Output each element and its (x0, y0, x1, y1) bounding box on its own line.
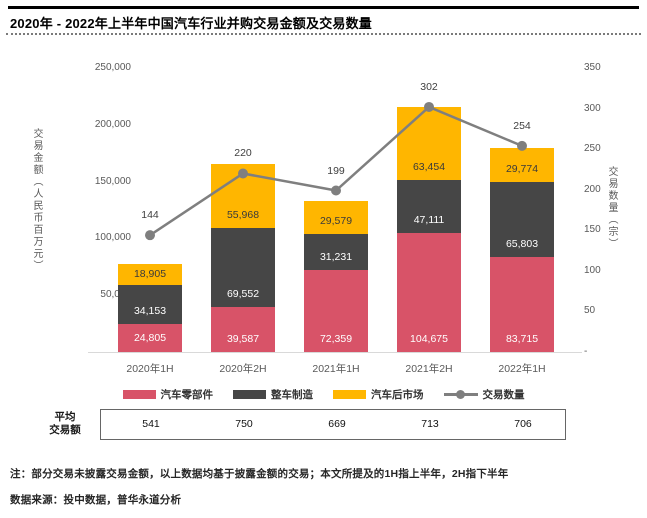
footnote-source: 数据来源：投中数据，普华永道分析 (10, 494, 182, 506)
bar-segment (118, 323, 182, 352)
bar-segment (211, 307, 275, 352)
bar-value-label: 83,715 (505, 333, 539, 345)
legend-label: 汽车零部件 (160, 389, 214, 401)
deal-count-value-label: 199 (327, 164, 345, 177)
y-axis-title-left: 交易金额（人民币百万元） (31, 128, 42, 272)
bar-value-label: 29,579 (319, 215, 353, 228)
footnote-disclosure: 注：部分交易未披露交易金额，以上数据均基于披露金额的交易；本文所提及的1H指上半… (10, 468, 509, 480)
avg-deal-size-value: 713 (421, 418, 439, 430)
bar-value-label: 65,803 (505, 237, 539, 250)
bar-value-label: 24,805 (133, 331, 167, 344)
title-divider (6, 33, 641, 35)
bar-value-label: 69,552 (226, 288, 260, 301)
bar-value-label: 104,675 (410, 333, 448, 345)
legend-swatch (233, 390, 266, 399)
avg-deal-size-label: 平均 交易额 (49, 411, 81, 436)
bar-value-label: 18,905 (133, 268, 167, 281)
avg-deal-size-value: 541 (142, 418, 160, 430)
legend-item: 汽车后市场 (333, 387, 424, 402)
bar-value-label: 29,774 (505, 163, 539, 176)
y-axis-tick-left: 200,000 (94, 118, 131, 130)
bar-value-label: 72,359 (319, 333, 353, 345)
legend-line-dot (455, 390, 465, 399)
chart-legend: 汽车零部件 整车制造 汽车后市场 交易数量 (0, 387, 647, 402)
legend-label: 汽车后市场 (371, 389, 424, 401)
top-rule (8, 6, 639, 9)
x-axis-label: 2020年2H (219, 363, 267, 375)
x-axis-label: 2022年1H (498, 363, 546, 375)
y-axis-tick-left: 50,000 (100, 289, 131, 301)
deal-count-point (145, 230, 155, 241)
avg-deal-size-table: 541 750 669 713 706 (100, 409, 566, 440)
y-axis-tick-left: 250,000 (94, 62, 131, 73)
legend-swatch (122, 390, 156, 399)
avg-deal-size-value: 706 (514, 418, 532, 430)
footnotes: 注：部分交易未披露交易金额，以上数据均基于披露金额的交易；本文所提及的1H指上半… (10, 466, 639, 518)
legend-item: 整车制造 (233, 387, 313, 402)
deal-count-point (331, 185, 341, 196)
deal-count-value-label: 144 (141, 209, 159, 222)
y-axis-title-right: 交易数量（宗） (606, 166, 617, 250)
page-title: 2020年 - 2022年上半年中国汽车行业并购交易金额及交易数量 (10, 16, 372, 31)
y-axis-tick-right: 350 (584, 62, 601, 73)
bar-segment (304, 234, 368, 270)
y-axis-tick-left: 100,000 (94, 232, 131, 244)
x-axis-label: 2020年1H (126, 363, 174, 375)
bar-segment (304, 269, 368, 352)
x-axis-line (88, 352, 582, 353)
avg-deal-size-value: 669 (328, 418, 346, 430)
bar-value-label: 34,153 (133, 304, 167, 317)
bar-segment (211, 228, 275, 308)
legend-label: 交易数量 (482, 389, 525, 401)
deal-count-value-label: 302 (420, 80, 438, 93)
bar-segment (118, 285, 182, 324)
x-axis-label: 2021年1H (312, 363, 360, 375)
deal-count-value-label: 254 (513, 119, 531, 132)
bar-segment (118, 263, 182, 286)
y-axis-tick-left: 150,000 (94, 175, 131, 187)
legend-item: 汽车零部件 (122, 387, 214, 402)
bar-segment (490, 256, 554, 352)
bar-segment (397, 233, 461, 352)
y-axis-tick-right: 300 (584, 102, 601, 114)
x-axis-label: 2021年2H (405, 363, 453, 375)
bar-value-label: 55,968 (226, 209, 260, 222)
y-axis-tick-right: 150 (584, 224, 601, 236)
bar-value-label: 63,454 (412, 160, 446, 173)
legend-label: 整车制造 (271, 389, 313, 401)
legend-line-marker-icon (443, 390, 478, 399)
y-axis-tick-right: 100 (584, 264, 601, 276)
y-axis-tick-right: 200 (584, 183, 601, 195)
avg-deal-size-value: 750 (235, 418, 253, 430)
y-axis-tick-right: 250 (584, 143, 601, 155)
y-axis-tick-right: 50 (584, 305, 596, 317)
bar-value-label: 31,231 (319, 250, 353, 263)
y-axis-tick-right: - (584, 346, 588, 357)
legend-swatch (333, 390, 366, 399)
bar-value-label: 39,587 (226, 333, 260, 345)
legend-item: 交易数量 (443, 387, 525, 402)
deal-count-value-label: 220 (234, 147, 252, 160)
bar-value-label: 47,111 (413, 214, 445, 227)
